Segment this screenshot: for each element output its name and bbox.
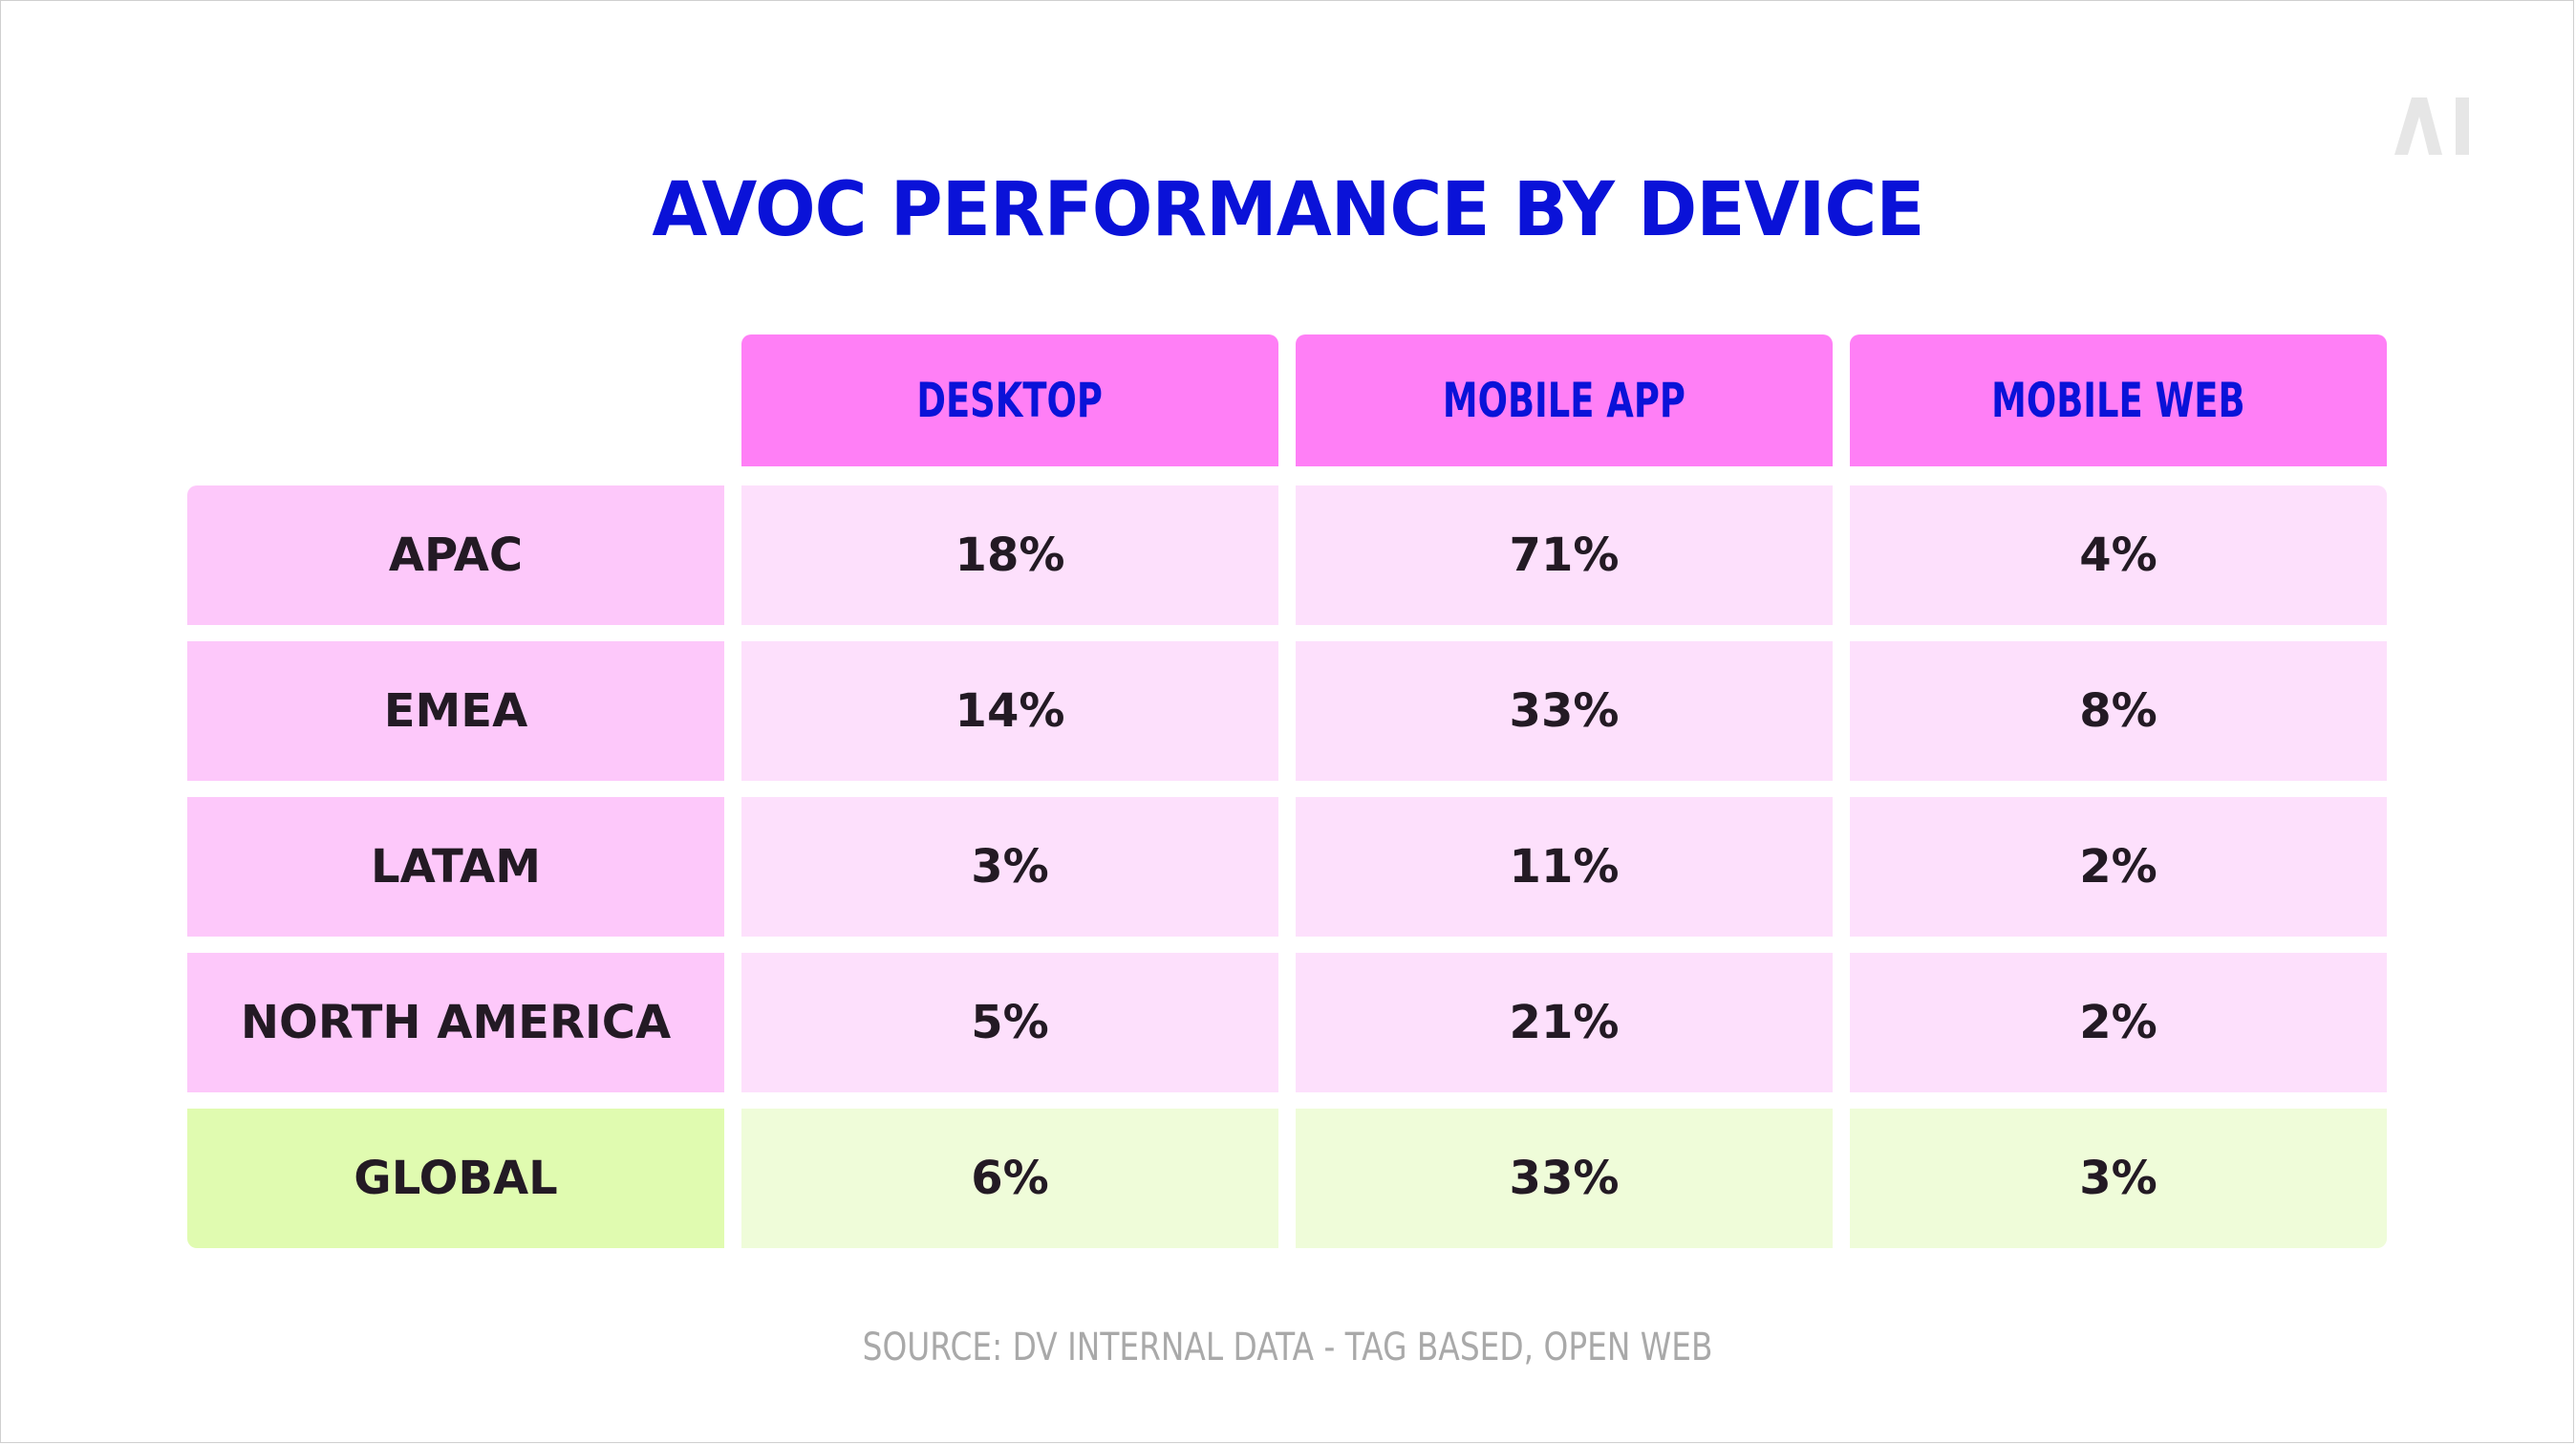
cell-north-america-mobile-web: 2%: [1850, 953, 2387, 1092]
column-header-desktop: DESKTOP: [741, 334, 1278, 466]
cell-emea-mobile-app: 33%: [1296, 641, 1833, 781]
cell-global-mobile-web: 3%: [1850, 1109, 2387, 1248]
chart-title: AVOC PERFORMANCE BY DEVICE: [652, 167, 1924, 253]
column-header-mobile-web-label: MOBILE WEB: [1991, 373, 2245, 428]
ai-logo-icon: [2394, 97, 2469, 155]
cell-apac-desktop: 18%: [741, 485, 1278, 625]
cell-north-america-desktop: 5%: [741, 953, 1278, 1092]
row-label-apac: APAC: [187, 485, 724, 625]
row-label-latam: LATAM: [187, 797, 724, 937]
cell-global-desktop: 6%: [741, 1109, 1278, 1248]
cell-emea-desktop: 14%: [741, 641, 1278, 781]
cell-north-america-mobile-app: 21%: [1296, 953, 1833, 1092]
column-header-mobile-web: MOBILE WEB: [1850, 334, 2387, 466]
column-header-desktop-label: DESKTOP: [916, 373, 1104, 428]
row-label-global: GLOBAL: [187, 1109, 724, 1248]
row-label-north-america: NORTH AMERICA: [187, 953, 724, 1092]
source-text: SOURCE: DV INTERNAL DATA - TAG BASED, OP…: [863, 1326, 1713, 1370]
cell-apac-mobile-app: 71%: [1296, 485, 1833, 625]
column-header-mobile-app: MOBILE APP: [1296, 334, 1833, 466]
source-note: SOURCE: DV INTERNAL DATA - TAG BASED, OP…: [0, 1319, 2576, 1376]
row-label-emea: EMEA: [187, 641, 724, 781]
cell-latam-mobile-app: 11%: [1296, 797, 1833, 937]
cell-latam-mobile-web: 2%: [1850, 797, 2387, 937]
column-header-mobile-app-label: MOBILE APP: [1442, 373, 1686, 428]
cell-emea-mobile-web: 8%: [1850, 641, 2387, 781]
cell-apac-mobile-web: 4%: [1850, 485, 2387, 625]
cell-latam-desktop: 3%: [741, 797, 1278, 937]
cell-global-mobile-app: 33%: [1296, 1109, 1833, 1248]
